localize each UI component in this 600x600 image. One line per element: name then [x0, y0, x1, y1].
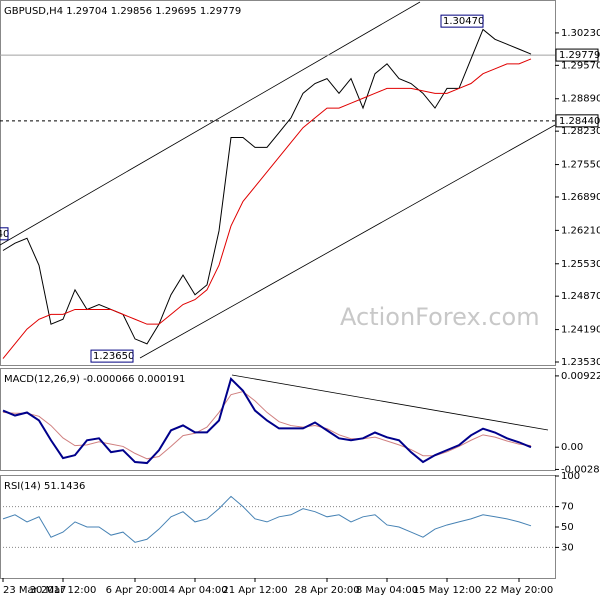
- price-label-box: [555, 114, 599, 128]
- y-tick-label: 0.009227: [561, 371, 600, 382]
- annotation: 1.26140: [0, 229, 9, 240]
- annotation: 1.23650: [93, 351, 134, 362]
- y-tick-label: 1.25530: [561, 259, 600, 270]
- panel-title: RSI(14) 51.1436: [4, 481, 85, 492]
- y-tick-label: -0.002879: [561, 464, 600, 475]
- series-line: [2, 376, 532, 465]
- y-tick-label: 70: [561, 502, 574, 513]
- annotation-box: [440, 14, 484, 28]
- channel-lower: [139, 124, 556, 359]
- y-tick-label: 1.24870: [561, 291, 600, 302]
- panel-title: MACD(12,26,9) -0.000066 0.000191: [4, 374, 185, 385]
- x-tick-label: 8 May 04:00: [356, 585, 418, 596]
- x-tick-label: 14 Apr 04:00: [162, 585, 227, 596]
- annotation-box: [0, 227, 9, 241]
- annotation-box: [90, 349, 134, 363]
- macd-frame: [0, 368, 556, 471]
- price-label: 1.28440: [559, 116, 600, 127]
- x-tick-label: 6 Apr 20:00: [106, 585, 165, 596]
- x-tick-label: 15 May 12:00: [413, 585, 482, 596]
- series-line: [2, 391, 532, 460]
- series-line: [2, 58, 532, 359]
- annotation: 1.30470: [443, 16, 484, 27]
- panel-title: GBPUSD,H4 1.29704 1.29856 1.29695 1.2977…: [4, 6, 241, 17]
- y-tick-label: 1.26210: [561, 225, 600, 236]
- price-label: 1.29779: [559, 50, 600, 61]
- x-tick-label: 22 May 20:00: [485, 585, 554, 596]
- y-tick-label: 1.30230: [561, 28, 600, 39]
- y-tick-label: 1.26890: [561, 192, 600, 203]
- price-label-box: [555, 48, 599, 62]
- x-tick-label: 21 Apr 12:00: [222, 585, 287, 596]
- series-line: [2, 495, 532, 543]
- channel-upper: [0, 1, 421, 246]
- macd-trendline: [231, 374, 549, 431]
- y-tick-label: 0.00: [561, 442, 583, 453]
- x-tick-label: 23 Mar 2017: [3, 585, 66, 596]
- y-tick-label: 100: [561, 471, 580, 482]
- y-tick-label: 1.28890: [561, 94, 600, 105]
- y-tick-label: 50: [561, 522, 574, 533]
- x-tick-label: 30 Mar 12:00: [30, 585, 97, 596]
- y-tick-label: 1.29570: [561, 60, 600, 71]
- x-tick-label: 28 Apr 20:00: [294, 585, 359, 596]
- watermark: ActionForex.com: [340, 303, 540, 331]
- y-tick-label: 1.28230: [561, 126, 600, 137]
- y-tick-label: 1.24190: [561, 325, 600, 336]
- y-tick-label: 1.27550: [561, 160, 600, 171]
- main-frame: [0, 0, 556, 366]
- series-line: [2, 28, 532, 345]
- y-tick-label: 1.23530: [561, 357, 600, 368]
- y-tick-label: 30: [561, 542, 574, 553]
